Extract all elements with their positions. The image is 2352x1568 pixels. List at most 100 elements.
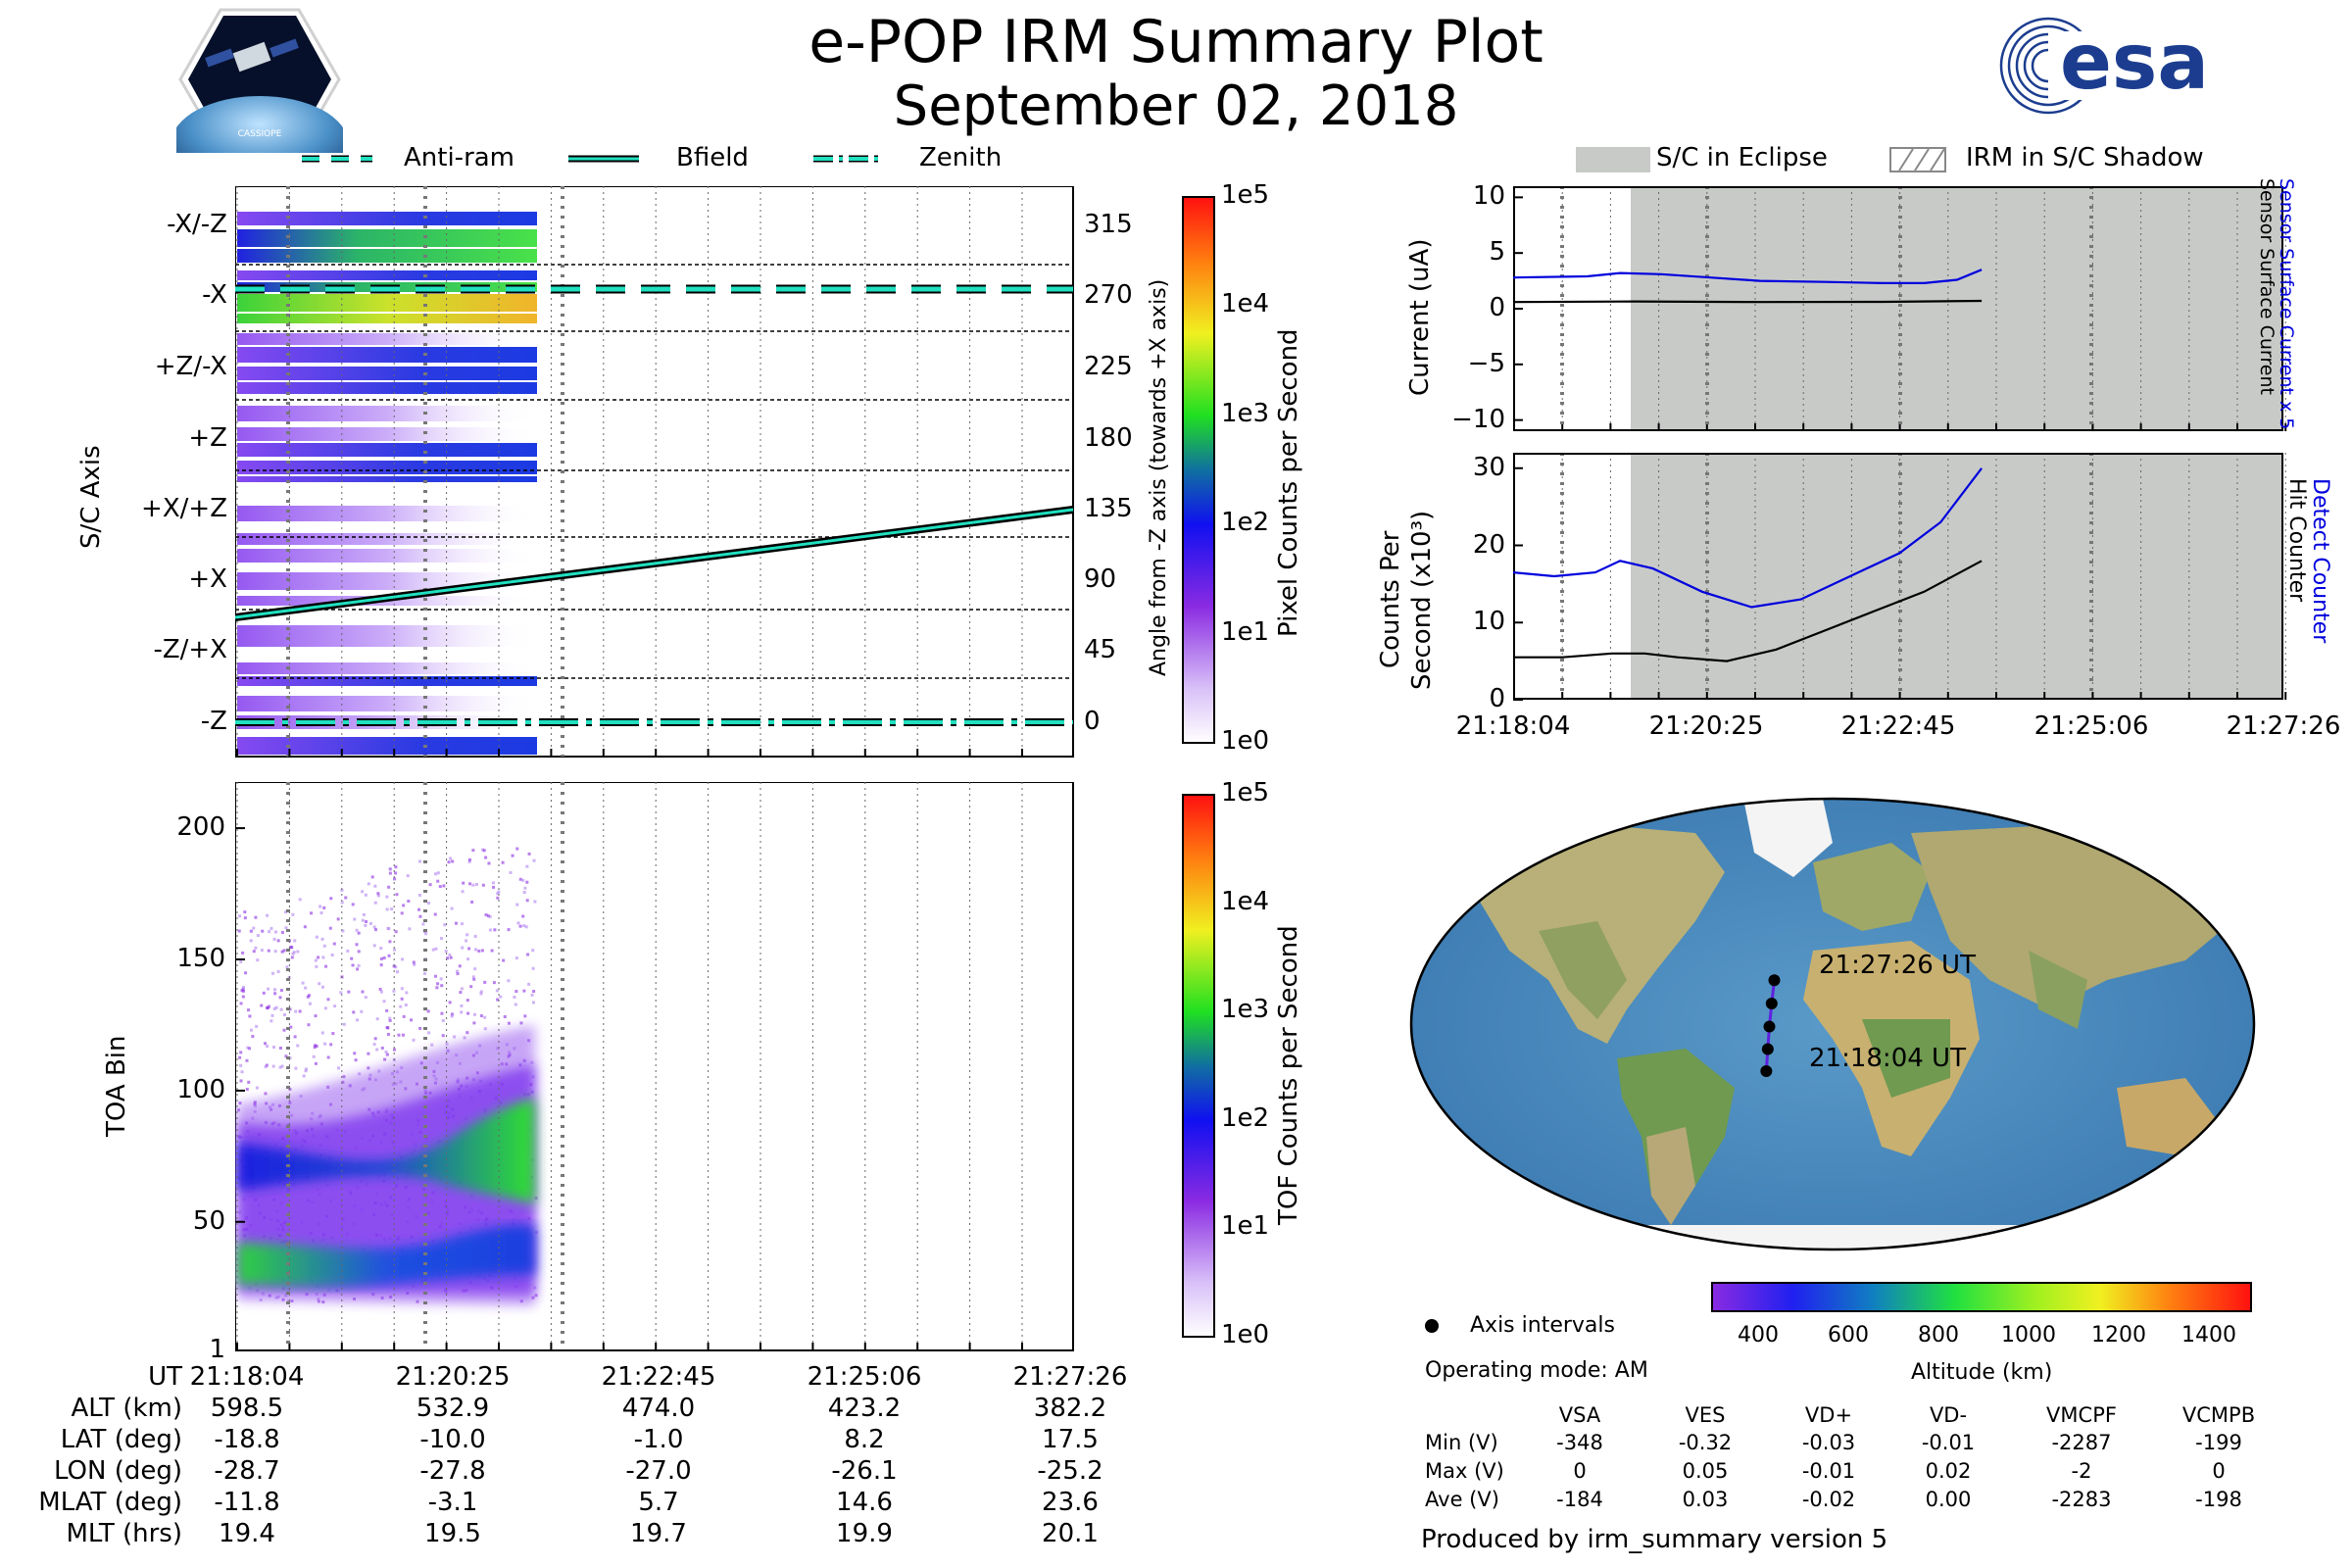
time-tick-label: 21:18:04 xyxy=(1455,711,1571,741)
tof-pixel xyxy=(301,981,305,985)
tof-pixel xyxy=(260,1004,264,1007)
tof-pixel xyxy=(280,950,284,954)
angle-band xyxy=(237,212,537,225)
tof-pixel xyxy=(373,901,377,905)
tof-pixel xyxy=(320,937,324,941)
tof-pixel xyxy=(252,950,256,954)
tof-pixel xyxy=(531,949,535,953)
tof-pixel xyxy=(390,907,394,911)
tof-pixel xyxy=(469,985,473,989)
tof-pixel xyxy=(495,989,499,993)
tof-pixel xyxy=(379,990,383,994)
tof-pixel xyxy=(372,1043,376,1047)
legend-eclipse: S/C in Eclipse xyxy=(1656,143,1828,172)
voltage-value: 0.02 xyxy=(1925,1459,1972,1483)
series-line-secondary xyxy=(1513,299,1983,304)
angle-band xyxy=(237,533,537,545)
sc-axis-label: -X/-Z xyxy=(167,210,227,239)
tof-pixel xyxy=(344,896,348,900)
track-point xyxy=(1768,974,1781,987)
tof-pixel xyxy=(368,921,372,925)
tof-pixel xyxy=(353,1052,357,1055)
tof-pixel xyxy=(418,914,422,918)
tof-pixel xyxy=(260,949,264,953)
tof-pixel xyxy=(407,900,411,904)
altitude-tick: 800 xyxy=(1918,1323,1959,1348)
tof-pixel xyxy=(256,958,260,962)
ephemeris-value: -3.1 xyxy=(427,1488,478,1517)
tof-pixel xyxy=(434,872,438,876)
tof-pixel xyxy=(289,1025,293,1029)
surface-label: Sensor Surface Current xyxy=(2256,178,2278,395)
tof-pixel xyxy=(484,913,488,917)
angle-band xyxy=(237,229,537,247)
altitude-tick: 1200 xyxy=(2091,1323,2146,1348)
tof-pixel xyxy=(491,881,495,885)
tof-pixel xyxy=(463,1036,466,1040)
tof-pixel xyxy=(412,960,416,964)
tof-pixel xyxy=(266,1045,270,1049)
tof-pixel xyxy=(480,949,484,953)
tof-pixel xyxy=(462,881,466,885)
eclipse-swatch xyxy=(1576,147,1650,172)
tof-pixel xyxy=(270,971,274,975)
ephemeris-row-label: UT xyxy=(148,1362,182,1392)
tof-upper-band xyxy=(237,1098,535,1204)
tof-pixel xyxy=(280,930,284,934)
tof-pixel xyxy=(467,858,471,861)
angle-band xyxy=(237,506,537,521)
tof-colorbar xyxy=(1182,794,1215,1338)
tof-pixel xyxy=(239,959,243,963)
tof-pixel xyxy=(293,1035,297,1039)
tof-pixel xyxy=(525,864,529,868)
angle-band xyxy=(237,625,537,647)
tof-pixel xyxy=(522,989,526,993)
y-tick-label: 10 xyxy=(1472,607,1505,637)
tof-pixel xyxy=(249,1028,253,1032)
ephemeris-value: 21:25:06 xyxy=(807,1362,922,1392)
world-map xyxy=(1409,797,2256,1251)
voltage-value: 0 xyxy=(1573,1459,1587,1483)
y-tick-label: 0 xyxy=(1489,684,1505,713)
tof-pixel xyxy=(372,925,376,929)
ephemeris-row-label: ALT (km) xyxy=(71,1394,182,1423)
angle-band xyxy=(237,476,537,482)
tof-pixel xyxy=(353,917,357,921)
tof-pixel xyxy=(433,974,437,978)
sc-axis-label: -Z/+X xyxy=(153,635,227,664)
tof-pixel xyxy=(392,989,396,993)
tof-pixel xyxy=(532,990,536,994)
tof-pixel xyxy=(460,987,464,991)
tof-pixel xyxy=(362,912,366,916)
tof-pixel xyxy=(264,1064,268,1068)
tof-pixel xyxy=(401,1033,405,1037)
track-point xyxy=(1761,1043,1774,1055)
tof-pixel xyxy=(488,914,492,918)
tof-pixel xyxy=(428,883,432,887)
tof-pixel xyxy=(443,923,447,927)
angle-band xyxy=(237,314,537,323)
tof-pixel xyxy=(534,1294,538,1298)
tof-pixel xyxy=(323,1006,327,1010)
tof-pixel xyxy=(527,852,531,856)
tof-pixel xyxy=(424,932,428,936)
tof-pixel xyxy=(534,1197,538,1200)
tof-pixel xyxy=(304,1067,308,1071)
tof-pixel xyxy=(364,996,368,1000)
tof-pixel xyxy=(531,1001,535,1004)
angle-band xyxy=(237,367,537,380)
tof-pixel xyxy=(481,883,485,887)
tof-pixel xyxy=(477,949,481,953)
tof-pixel xyxy=(352,1010,356,1014)
tof-pixel xyxy=(434,947,438,951)
page-date: September 02, 2018 xyxy=(893,74,1459,138)
tof-pixel xyxy=(290,956,294,959)
series-line-secondary xyxy=(1513,560,1983,662)
tof-pixel xyxy=(438,885,442,889)
tof-pixel xyxy=(430,1043,434,1047)
voltage-col-header: VD- xyxy=(1929,1403,1968,1427)
angle-tick: 90 xyxy=(1084,564,1117,594)
tof-pixel xyxy=(378,987,382,991)
tof-pixel xyxy=(493,928,497,932)
series-line-primary xyxy=(1513,467,1983,609)
